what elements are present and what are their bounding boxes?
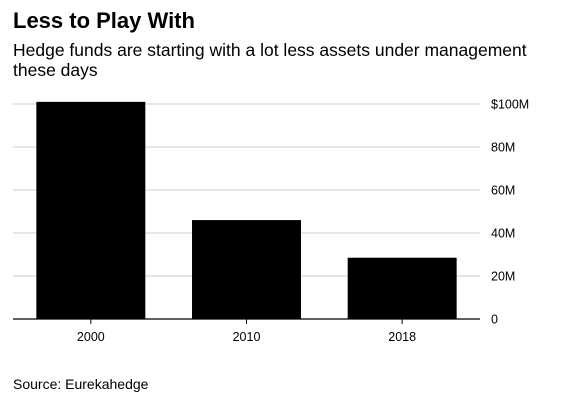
- y-tick-label: 40M: [491, 227, 515, 241]
- y-tick-label: 20M: [491, 270, 515, 284]
- chart-subtitle: Hedge funds are starting with a lot less…: [13, 40, 527, 80]
- bar-2010: [192, 220, 301, 319]
- x-tick-label: 2010: [233, 330, 261, 344]
- y-tick-label: 0: [491, 313, 498, 327]
- bar-2018: [347, 257, 457, 319]
- y-axis-labels: 0 20M 40M 60M 80M $100M: [491, 98, 529, 327]
- x-axis-ticks: 2000 2010 2018: [77, 319, 416, 344]
- bar-2000: [36, 101, 146, 319]
- chart-title: Less to Play With: [13, 8, 195, 33]
- y-tick-label: 80M: [491, 141, 515, 155]
- bars: [36, 101, 457, 319]
- x-tick-label: 2000: [77, 330, 105, 344]
- y-tick-label: $100M: [491, 98, 529, 112]
- source-note: Source: Eurekahedge: [13, 376, 149, 392]
- y-tick-label: 60M: [491, 184, 515, 198]
- x-tick-label: 2018: [388, 330, 416, 344]
